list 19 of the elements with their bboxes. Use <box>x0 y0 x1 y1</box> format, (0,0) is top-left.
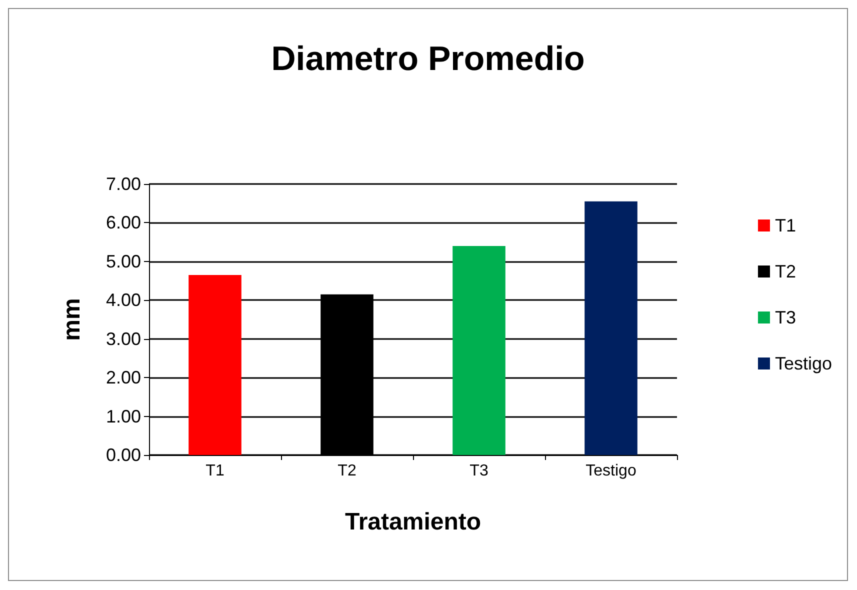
y-tick-label: 4.00 <box>106 290 141 310</box>
y-tick-label: 7.00 <box>106 174 141 194</box>
y-tick-label: 0.00 <box>106 445 141 465</box>
y-tick-label: 1.00 <box>106 406 141 426</box>
y-axis-title: mm <box>58 298 86 341</box>
x-tick-label: Testigo <box>586 462 636 480</box>
x-axis-title: Tratamiento <box>344 508 482 536</box>
y-tick-label: 3.00 <box>106 328 141 349</box>
legend-label: T1 <box>774 216 796 236</box>
x-tick-label: T2 <box>338 462 356 480</box>
x-tick-label: T3 <box>470 462 488 480</box>
y-tick-label: 6.00 <box>106 212 141 233</box>
legend-label: T2 <box>774 262 796 282</box>
legend-label: Testigo <box>774 354 832 374</box>
legend-label: T3 <box>774 308 796 328</box>
y-tick-label: 2.00 <box>106 368 141 388</box>
y-tick-label: 5.00 <box>106 251 141 272</box>
x-tick-label: T1 <box>206 462 224 480</box>
chart-title: Diametro Promedio <box>271 40 585 78</box>
